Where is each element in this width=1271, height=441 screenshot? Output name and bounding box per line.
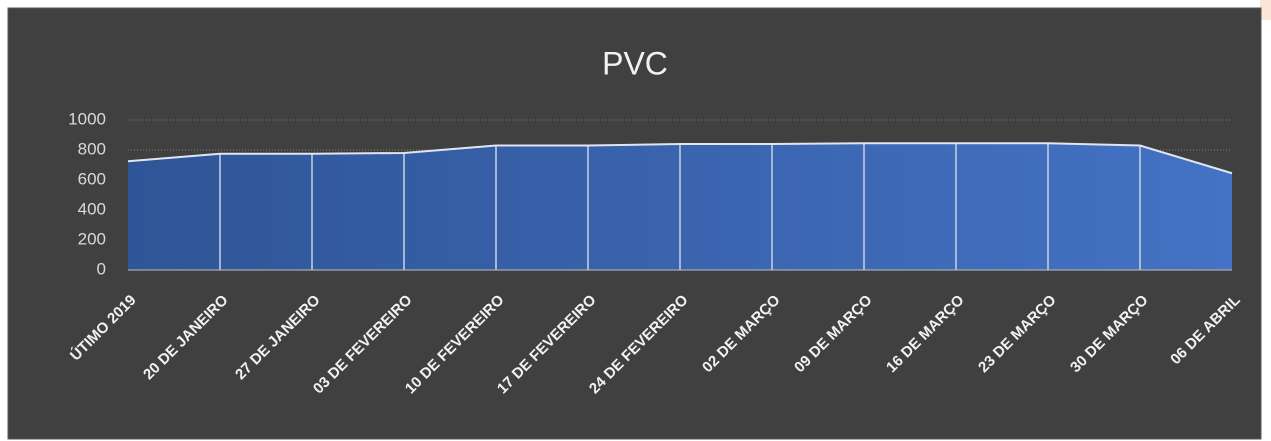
y-tick-label: 800 (78, 139, 106, 158)
y-tick-label: 200 (78, 229, 106, 248)
corner (1260, 0, 1271, 20)
chart-title: PVC (602, 45, 668, 81)
y-tick-label: 600 (78, 169, 106, 188)
y-tick-label: 400 (78, 199, 106, 218)
area-line (127, 142, 1233, 175)
y-tick-label: 0 (97, 259, 106, 278)
y-tick-label: 1000 (68, 109, 106, 128)
